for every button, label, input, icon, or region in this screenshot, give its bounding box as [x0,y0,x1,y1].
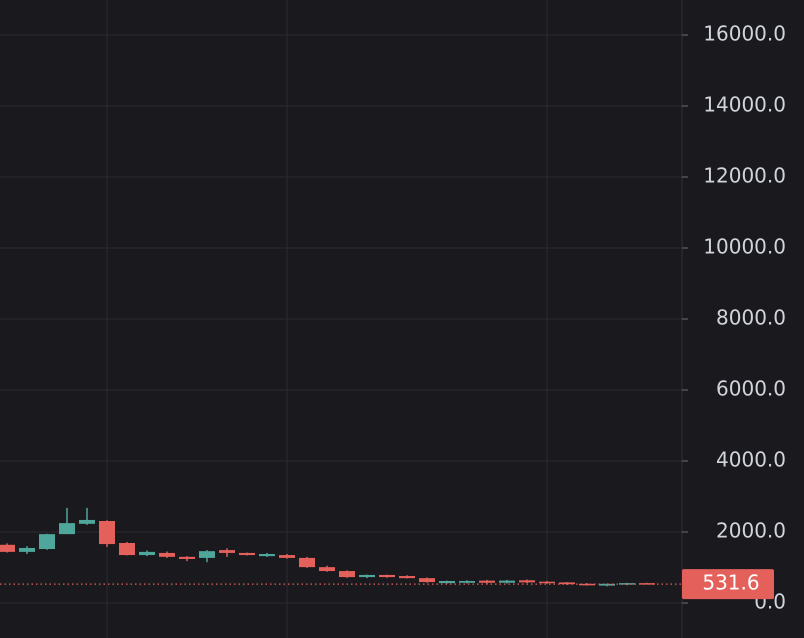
y-tick-label: 8000.0 [716,306,786,330]
y-tick-label: 14000.0 [703,93,786,117]
candle-body [359,574,375,578]
y-tick-label: 6000.0 [716,376,786,400]
candle-body [59,523,75,535]
candle-body [39,534,55,550]
candle-body [539,581,555,584]
candle-body [139,551,155,556]
candle-body [79,519,95,524]
candle-body [299,557,315,568]
candle-body [399,576,415,579]
candle-body [479,580,495,583]
y-tick-label: 16000.0 [703,22,786,46]
candle-body [499,580,515,583]
candle-body [279,555,295,558]
y-tick-label: 12000.0 [703,164,786,188]
grid [0,0,682,638]
candle-body [119,543,135,556]
candle-body [579,583,595,586]
candle-body [199,551,215,558]
candle-body [259,554,275,557]
candle-body [599,583,615,586]
candle-body [179,556,195,559]
candle-body [99,520,115,545]
last-price-box [682,569,774,600]
candle-body [639,583,655,585]
candle-body [19,547,35,552]
candle-body [519,580,535,583]
last-price-label: 531.6 [702,571,759,595]
candle-body [0,544,15,552]
y-tick-label: 2000.0 [716,518,786,542]
candle-body [439,580,455,584]
y-tick-label: 10000.0 [703,235,786,259]
y-tick-label: 4000.0 [716,447,786,471]
candle-body [319,567,335,572]
candle-body [219,550,235,553]
candle-body [239,552,255,556]
candle-body [459,580,475,583]
candles [0,507,655,587]
candle-body [559,582,575,585]
candle-body [379,574,395,578]
candle-body [419,578,435,583]
price-axis: 0.02000.04000.06000.08000.010000.012000.… [681,0,786,638]
candle-body [159,552,175,557]
candle-body [339,571,355,578]
